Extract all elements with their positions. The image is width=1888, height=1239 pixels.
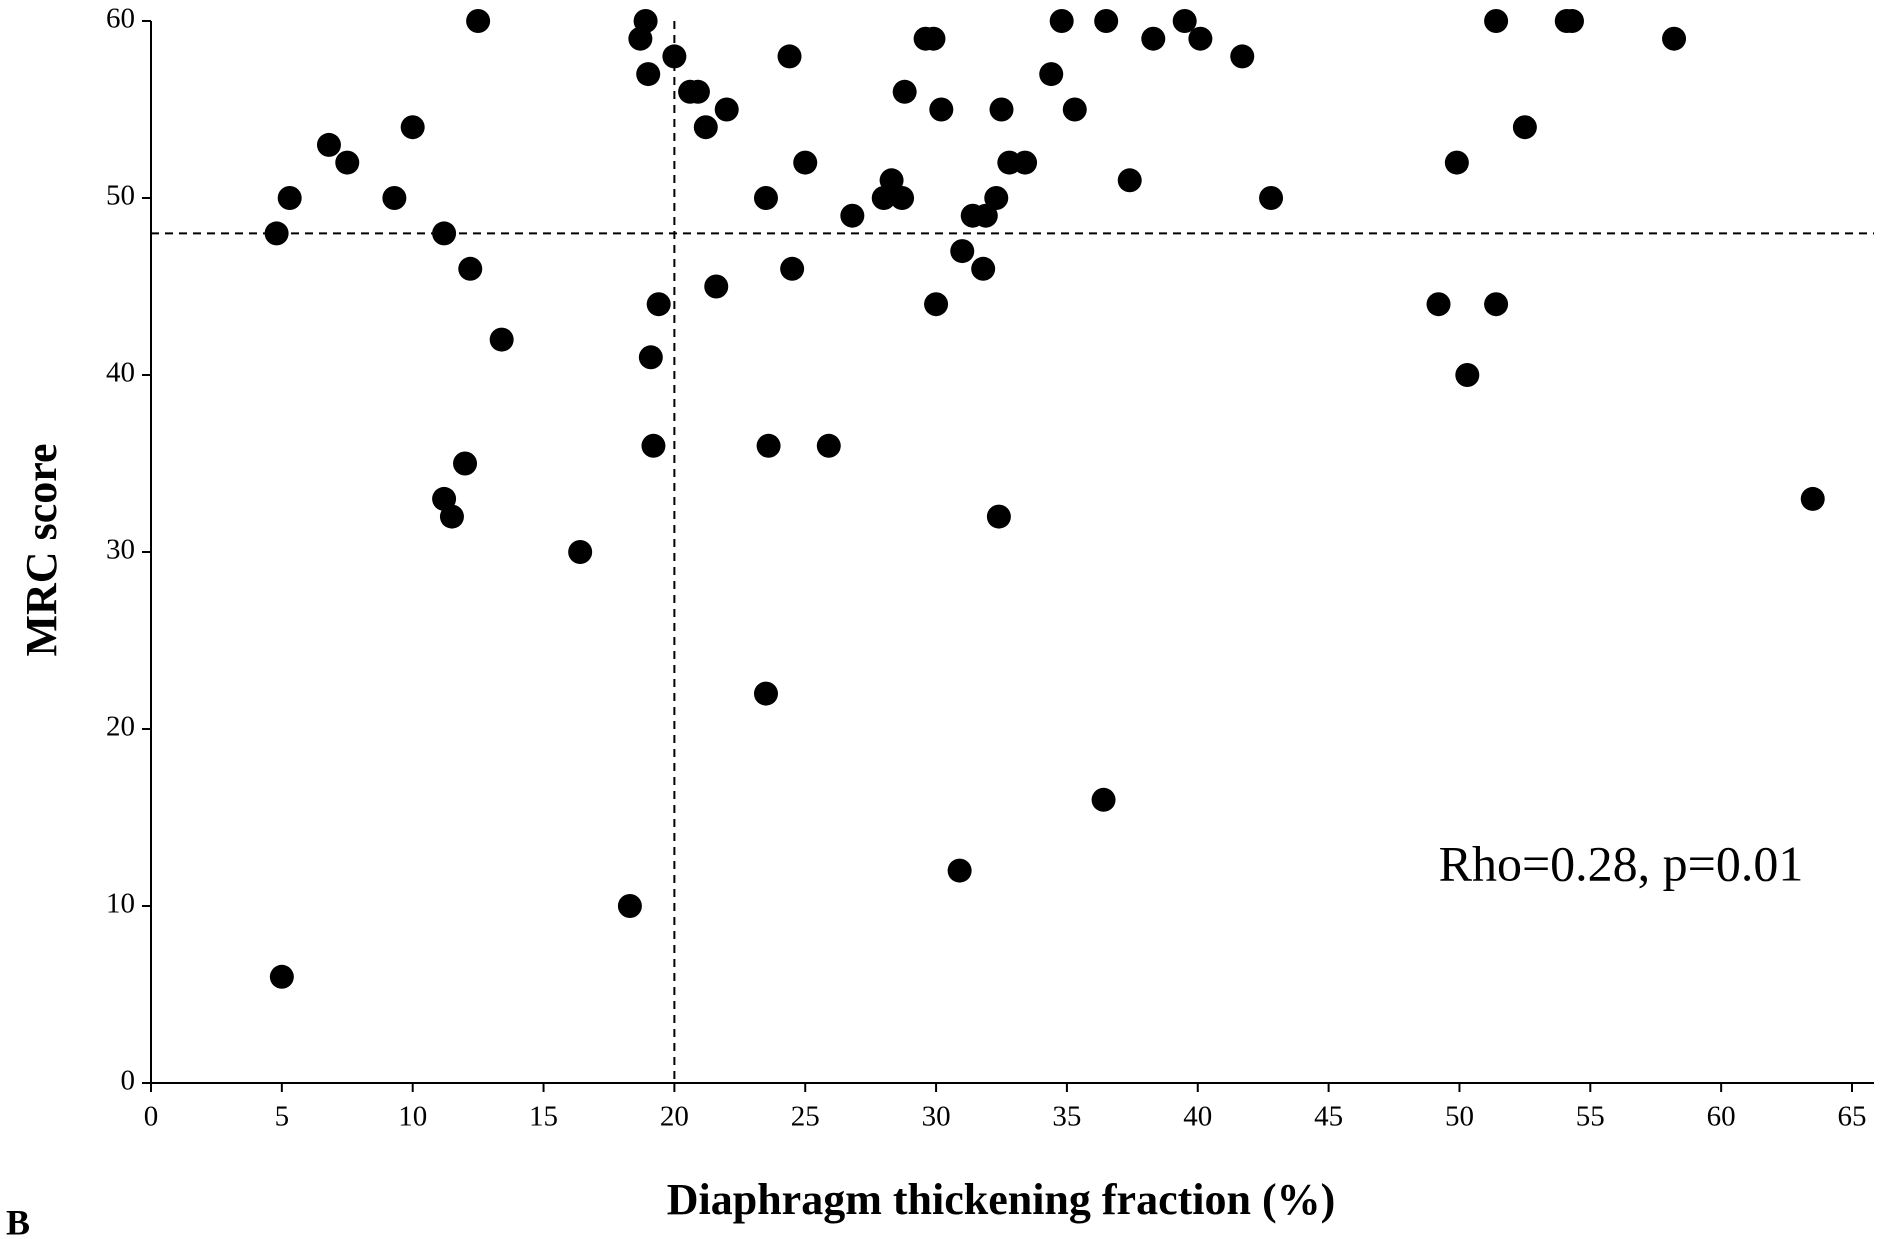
point [662,44,687,69]
point [704,274,729,299]
point [1230,44,1255,69]
point [1091,787,1116,812]
point [1039,62,1064,87]
point [568,540,593,564]
y-tick-label: 50 [106,180,135,212]
point [753,681,778,706]
point [1662,26,1687,51]
point [1172,9,1197,33]
point [973,203,998,228]
y-tick-label: 20 [106,711,135,743]
point [489,327,514,352]
point [458,256,483,281]
x-tick-label: 30 [922,1101,951,1133]
point [714,97,739,122]
x-tick-label: 40 [1183,1101,1212,1133]
y-axis-title: MRC score [17,444,66,657]
point [947,858,972,883]
point [1512,115,1537,140]
point [264,221,289,246]
point [617,894,642,918]
point [984,186,1009,210]
point [777,44,802,69]
point [890,186,915,210]
point [685,79,710,104]
point [1484,9,1509,33]
point [1484,292,1509,317]
x-tick-label: 35 [1052,1101,1081,1133]
x-tick-label: 5 [275,1101,290,1133]
point [646,292,671,317]
point [879,168,904,193]
point [756,433,781,458]
point [1062,97,1087,122]
point [1426,292,1451,317]
point [1444,150,1469,175]
y-tick-label: 30 [106,534,135,566]
point [840,203,865,228]
point [277,186,302,210]
point [400,115,425,140]
point [335,150,360,175]
point [1049,9,1074,33]
point [693,115,718,140]
annotation: Rho=0.28, p=0.01 [1439,835,1804,891]
point [1259,186,1284,210]
y-tick-label: 40 [106,357,135,389]
point [1117,168,1142,193]
point [986,504,1011,529]
point [453,451,478,476]
point [816,433,841,458]
point [636,62,661,87]
point [892,79,917,104]
x-axis-title: Diaphragm thickening fraction (%) [667,1175,1336,1224]
point [921,26,946,51]
x-tick-label: 45 [1314,1101,1343,1133]
point [638,345,663,370]
y-tick-label: 60 [106,3,135,35]
x-tick-label: 15 [529,1101,558,1133]
point [439,504,464,529]
point [780,256,805,281]
x-tick-label: 55 [1576,1101,1605,1133]
panel-label: B [6,1202,30,1239]
point [1013,150,1038,175]
x-tick-label: 60 [1707,1101,1736,1133]
x-tick-label: 0 [144,1101,159,1133]
point [753,186,778,210]
point [1094,9,1119,33]
point [950,239,975,264]
point [971,256,996,281]
x-tick-label: 65 [1838,1101,1867,1133]
point [269,964,294,989]
point [1141,26,1166,51]
point [633,9,658,33]
point [1559,9,1584,33]
point [432,221,457,246]
x-tick-label: 25 [791,1101,820,1133]
point [1188,26,1213,51]
point [316,132,341,157]
point [929,97,954,122]
point [382,186,407,210]
point [1800,486,1825,511]
point [641,433,666,458]
y-tick-label: 0 [121,1065,136,1097]
point [793,150,818,175]
x-tick-label: 50 [1445,1101,1474,1133]
point [989,97,1014,122]
point [924,292,949,317]
y-tick-label: 10 [106,888,135,920]
point [466,9,491,33]
x-tick-label: 20 [660,1101,689,1133]
x-tick-label: 10 [398,1101,427,1133]
point [1455,363,1480,387]
